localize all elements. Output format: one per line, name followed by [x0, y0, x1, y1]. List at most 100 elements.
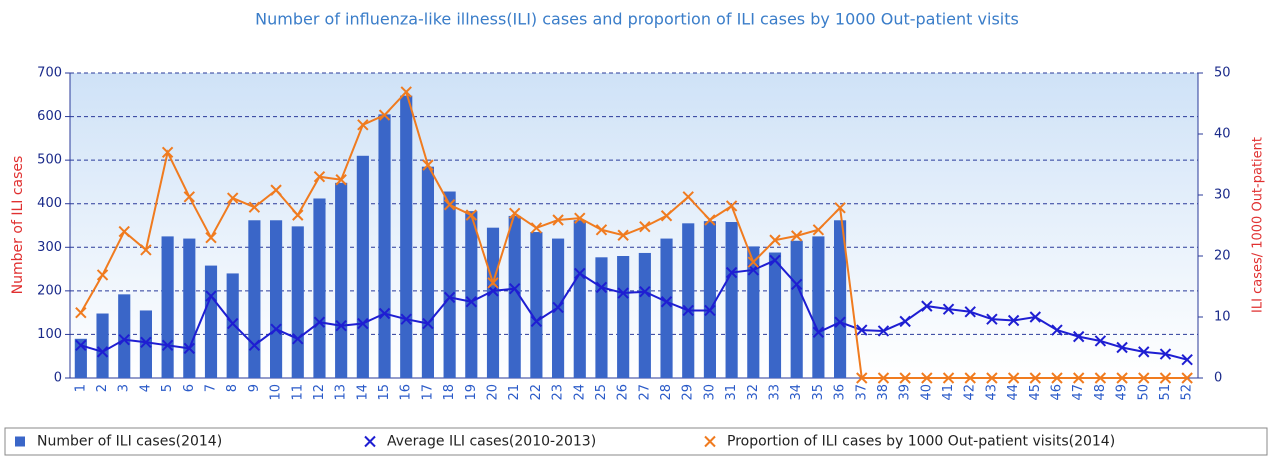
- bar: [703, 221, 716, 378]
- marker: [1094, 335, 1107, 347]
- marker: [1029, 372, 1042, 384]
- x-tick-label: 6: [182, 384, 197, 392]
- x-tick-label: 37: [854, 384, 869, 401]
- marker: [1072, 372, 1085, 384]
- bar: [335, 182, 348, 378]
- legend-box: [4, 427, 1268, 456]
- bar: [183, 238, 196, 378]
- y-tick-label: 600: [37, 109, 62, 124]
- marker: [725, 200, 738, 212]
- marker: [877, 372, 890, 384]
- y-tick-label: 100: [37, 327, 62, 342]
- x-tick-label: 45: [1028, 384, 1043, 401]
- marker: [487, 277, 499, 289]
- y-tick-label: 200: [37, 283, 62, 298]
- bar: [96, 313, 109, 378]
- marker: [639, 221, 651, 233]
- x-tick-label: 12: [312, 384, 327, 401]
- marker: [1138, 372, 1150, 384]
- x-tick-label: 28: [659, 384, 674, 401]
- marker: [313, 170, 326, 183]
- bar: [790, 240, 803, 378]
- marker: [96, 346, 109, 358]
- plot-area: [70, 73, 1198, 378]
- x-tick-label: 49: [1115, 384, 1130, 401]
- marker: [986, 372, 998, 384]
- marker: [921, 372, 933, 384]
- marker: [1116, 372, 1128, 384]
- x-tick-label: 9: [247, 384, 262, 392]
- marker: [357, 317, 369, 330]
- marker: [856, 372, 868, 384]
- marker: [75, 307, 87, 319]
- marker: [639, 286, 651, 298]
- legend-label: Average ILI cases(2010-2013): [387, 434, 596, 450]
- x-tick-label: 46: [1050, 384, 1065, 401]
- x-tick-label: 44: [1006, 384, 1021, 401]
- bar: [465, 211, 478, 378]
- marker: [552, 214, 564, 226]
- x-tick-label: 47: [1071, 384, 1086, 401]
- x-tick-label: 23: [551, 384, 566, 401]
- x-tick-label: 19: [464, 384, 479, 401]
- marker: [270, 184, 282, 196]
- y-tick-label: 700: [37, 66, 62, 81]
- x-tick-label: 33: [768, 384, 783, 401]
- marker: [508, 207, 521, 220]
- bar: [486, 227, 500, 378]
- x-tick-label: 50: [1136, 384, 1151, 401]
- bar: [139, 310, 152, 378]
- marker: [161, 146, 174, 159]
- x-tick-label: 11: [290, 384, 305, 401]
- marker: [769, 254, 781, 267]
- marker: [140, 336, 152, 348]
- marker: [183, 342, 196, 355]
- marker: [313, 316, 326, 328]
- bar: [660, 238, 673, 378]
- bar: [573, 220, 586, 378]
- bar: [118, 294, 131, 378]
- bar: [248, 220, 261, 378]
- bar: [530, 232, 543, 378]
- x-tick-label: 29: [681, 384, 696, 401]
- marker: [357, 119, 369, 131]
- bar: [682, 223, 695, 378]
- x-tick-label: 48: [1093, 384, 1108, 401]
- legend: Number of ILI cases(2014) Average ILI cas…: [4, 427, 1268, 456]
- y2-tick-label: 40: [1214, 127, 1231, 142]
- marker: [595, 224, 608, 236]
- marker: [205, 231, 217, 244]
- x-tick-label: 13: [334, 384, 349, 401]
- y2-tick-label: 0: [1214, 371, 1222, 386]
- x-tick-label: 27: [637, 384, 652, 401]
- x-tick-label: 52: [1180, 384, 1195, 401]
- marker: [205, 290, 217, 302]
- marker: [465, 209, 478, 221]
- marker: [118, 333, 130, 346]
- marker: [552, 301, 564, 314]
- marker: [443, 291, 456, 304]
- marker: [1181, 372, 1193, 384]
- marker: [378, 307, 391, 320]
- x-tick-label: 21: [507, 384, 522, 401]
- marker: [1007, 372, 1020, 384]
- marker: [1094, 372, 1107, 384]
- marker: [530, 222, 543, 234]
- x-tick-label: 2: [95, 384, 110, 392]
- marker: [248, 339, 261, 352]
- marker: [574, 267, 586, 280]
- bar: [508, 215, 521, 378]
- marker: [834, 202, 846, 214]
- legend-label: Proportion of ILI cases by 1000 Out-pati…: [727, 434, 1115, 450]
- bar: [226, 273, 239, 378]
- y2-tick-label: 10: [1214, 310, 1231, 325]
- marker: [617, 287, 629, 299]
- marker: [617, 229, 629, 241]
- marker: [292, 209, 304, 221]
- marker: [877, 325, 890, 337]
- marker: [443, 199, 456, 211]
- bar: [768, 252, 782, 378]
- marker: [986, 313, 998, 325]
- x-tick-label: 1: [73, 384, 88, 392]
- marker: [834, 316, 846, 328]
